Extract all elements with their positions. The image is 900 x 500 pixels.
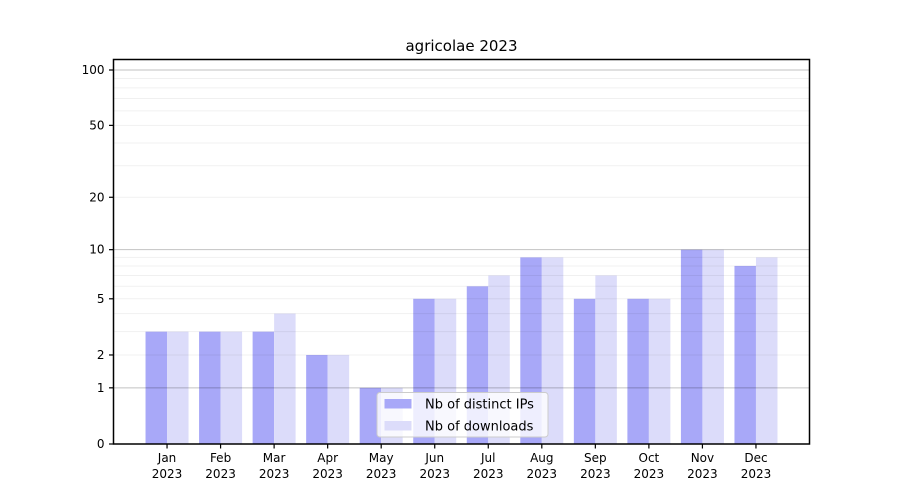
x-tick-sublabel-mar: 2023 [259,467,290,481]
legend-label-series1: Nb of downloads [425,420,534,435]
x-tick-label-jul: Jul [480,451,495,465]
legend-swatch-series0 [384,399,412,409]
bar-mar-series1 [274,313,296,444]
y-tick-label-10: 10 [89,243,104,257]
bar-jan-series0 [145,331,168,444]
x-tick-label-jun: Jun [424,451,444,465]
bar-mar-series0 [252,331,275,444]
legend-swatch-series1 [384,421,412,431]
legend: Nb of distinct IPs Nb of downloads [376,392,549,438]
bar-apr-series0 [306,354,328,444]
bar-dec-series1 [755,257,778,444]
x-tick-sublabel-sep: 2023 [580,467,611,481]
bar-feb-series1 [220,331,243,444]
y-tick-label-20: 20 [89,190,104,204]
x-tick-sublabel-dec: 2023 [741,467,772,481]
x-axis-labels: Jan 2023 Feb 2023 Mar 2023 Apr 2023 May 2023 Jun 20… [152,451,771,481]
legend-label-series0: Nb of distinct IPs [425,398,534,413]
y-tick-label-1: 1 [97,381,105,395]
y-tick-label-2: 2 [97,348,105,362]
x-tick-label-jan: Jan [157,451,177,465]
y-tick-label-0: 0 [97,437,105,451]
bar-jan-series1 [167,331,189,444]
legend-box [376,392,549,438]
bar-dec-series0 [734,265,756,444]
plot-border [112,58,811,445]
x-tick-sublabel-may: 2023 [366,467,397,481]
x-tick-label-sep: Sep [584,451,607,465]
chart-title: agricolae 2023 [405,37,517,55]
bar-nov-series1 [702,249,724,444]
bar-apr-series1 [327,354,350,444]
x-tick-sublabel-jan: 2023 [152,467,183,481]
bar-oct-series0 [627,298,649,444]
bar-may-series0 [359,387,382,444]
x-tick-label-may: May [369,451,394,465]
bar-sep-series1 [595,275,617,444]
x-tick-label-nov: Nov [691,451,714,465]
x-tick-sublabel-oct: 2023 [634,467,665,481]
x-tick-label-oct: Oct [639,451,660,465]
x-tick-sublabel-nov: 2023 [687,467,718,481]
x-tick-label-apr: Apr [317,451,338,465]
bar-nov-series0 [680,249,703,444]
y-tick-label-5: 5 [97,292,105,306]
x-tick-label-mar: Mar [263,451,286,465]
x-tick-label-feb: Feb [210,451,231,465]
x-tick-label-dec: Dec [744,451,767,465]
bar-feb-series0 [199,331,221,444]
x-tick-sublabel-aug: 2023 [527,467,558,481]
bar-oct-series1 [648,298,671,444]
y-tick-label-50: 50 [89,118,104,132]
axis-ticks-layer [109,69,757,449]
y-axis-labels: 0 1 2 5 10 20 50 100 [82,63,105,451]
gridlines-layer [113,69,810,389]
y-tick-label-100: 100 [82,63,105,77]
x-tick-sublabel-feb: 2023 [205,467,236,481]
x-tick-sublabel-apr: 2023 [312,467,343,481]
bar-sep-series0 [573,298,596,444]
x-tick-label-aug: Aug [530,451,553,465]
x-tick-sublabel-jul: 2023 [473,467,504,481]
x-tick-sublabel-jun: 2023 [419,467,450,481]
